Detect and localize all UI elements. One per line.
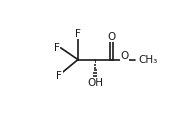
Text: O: O xyxy=(107,32,116,42)
Text: CH₃: CH₃ xyxy=(138,55,157,65)
Text: F: F xyxy=(75,29,81,39)
Text: O: O xyxy=(120,51,128,61)
Text: F: F xyxy=(54,43,60,53)
Text: OH: OH xyxy=(87,78,103,88)
Text: F: F xyxy=(56,71,62,81)
